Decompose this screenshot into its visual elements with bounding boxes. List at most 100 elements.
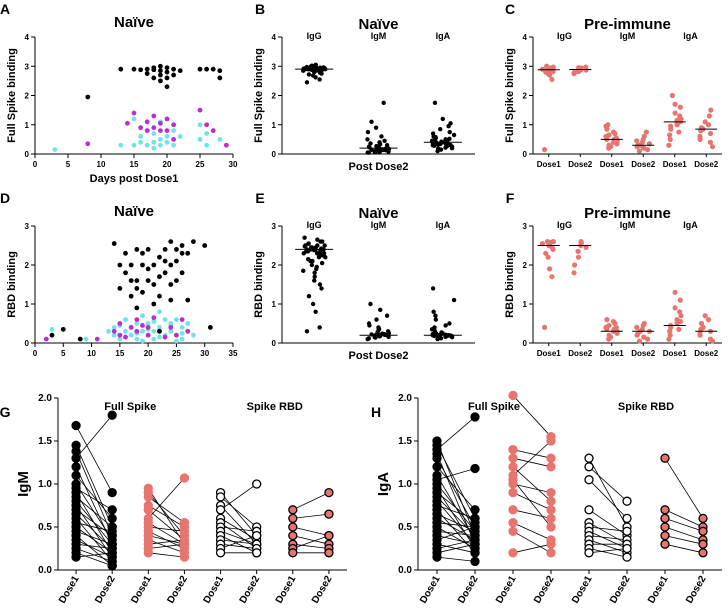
point-igm: [106, 328, 111, 334]
point-igm: [157, 334, 162, 340]
y-tick-label: 2: [523, 92, 528, 101]
pair-line: [588, 466, 628, 502]
point-igg: [138, 67, 144, 73]
pair-line: [292, 535, 330, 545]
x-tick-label: Dose2: [568, 160, 593, 169]
pair-line: [75, 445, 113, 528]
data-point: [302, 244, 307, 249]
dose2-point: [622, 513, 632, 524]
point-igm: [179, 330, 185, 336]
dose1-point: [508, 548, 518, 558]
data-point: [376, 325, 381, 330]
point-igm: [164, 139, 170, 145]
x-tick-label: Dose1: [570, 574, 595, 606]
x-tick-label: Dose1: [663, 160, 688, 169]
point-iga: [117, 332, 123, 338]
data-point: [705, 317, 712, 323]
data-point: [605, 122, 611, 128]
data-point: [702, 313, 708, 319]
point-igm: [204, 142, 210, 148]
point-igm: [138, 139, 144, 145]
dose1-point: [288, 505, 298, 515]
y-tick-label: 0: [523, 339, 528, 348]
y-tick-label: 2: [523, 261, 528, 270]
y-tick-label: 1.0: [38, 479, 52, 490]
group-label: Spike RBD: [247, 401, 303, 413]
data-point: [672, 289, 678, 295]
dose1-point: [215, 505, 226, 515]
pair-line: [436, 526, 476, 541]
data-point: [377, 140, 382, 145]
pair-label: IgG: [557, 220, 572, 230]
pair-line: [148, 477, 185, 519]
group-label: IgG: [307, 220, 322, 230]
point-igg: [123, 270, 128, 276]
x-tick-label: Dose2: [93, 574, 118, 606]
x-tick-label: 10: [97, 160, 106, 169]
point-igg: [164, 69, 170, 75]
data-point: [317, 325, 322, 330]
data-point: [306, 294, 312, 299]
dose1-point: [71, 470, 81, 481]
y-tick-label: 0.0: [398, 565, 412, 576]
pair-line: [588, 479, 628, 519]
point-igg: [174, 247, 179, 252]
x-tick-label: 35: [229, 349, 238, 358]
group-label: Full Spike: [468, 401, 520, 413]
x-tick-label: 20: [163, 160, 172, 169]
point-iga: [164, 116, 170, 122]
x-tick-label: 10: [87, 349, 96, 358]
data-point: [709, 144, 716, 150]
point-iga: [134, 328, 140, 334]
panel-a: A Naïve Full Spike binding Days post Dose1 0…: [0, 1, 238, 185]
point-igg: [168, 239, 174, 245]
data-point: [433, 313, 438, 318]
x-tick-label: Dose1: [202, 574, 227, 606]
y-tick-label: 2.0: [398, 393, 412, 404]
y-tick-label: 3: [25, 62, 30, 71]
point-igm: [111, 332, 117, 338]
dose2-point: [107, 487, 117, 498]
pair-line: [220, 543, 257, 549]
panel-title: Pre-immune: [584, 205, 671, 222]
panel-h: H IgA 0.0 0.5 1.0 1.5 2.0 Dose1 Dose2 Dose1 Dose2 D…: [371, 390, 722, 606]
data-point: [669, 92, 675, 99]
x-tick-label: Dose1: [646, 574, 671, 606]
point-igm: [164, 134, 170, 139]
pair-line: [588, 548, 628, 558]
point-igg: [151, 262, 157, 268]
point-igg: [128, 262, 134, 268]
point-iga: [123, 334, 128, 340]
pair-line: [436, 526, 476, 549]
y-tick-label: 2: [272, 261, 277, 270]
pair-line: [148, 509, 185, 541]
data-point: [550, 239, 556, 245]
y-tick-label: 1: [25, 300, 30, 309]
data-point: [667, 136, 673, 142]
pair-line: [75, 466, 113, 545]
dose2-point: [698, 526, 708, 536]
point-igm: [111, 325, 117, 330]
data-point: [672, 305, 678, 311]
point-igg: [185, 297, 191, 303]
data-point: [544, 63, 550, 69]
dose2-point: [546, 496, 556, 506]
point-igm: [151, 145, 157, 151]
pair-line: [512, 440, 552, 476]
point-igg: [197, 66, 203, 72]
y-tick-label: 4: [25, 33, 30, 42]
pair-line: [436, 505, 476, 519]
panel-label: E: [255, 190, 264, 206]
x-tick-label: 5: [61, 349, 66, 358]
x-tick-label: Dose1: [57, 574, 82, 606]
x-tick-label: Dose1: [129, 574, 154, 606]
point-iga: [131, 110, 137, 116]
point-igm: [157, 325, 162, 330]
y-axis-label: IgA: [375, 472, 392, 496]
data-point: [674, 317, 680, 323]
dose2-point: [622, 526, 632, 536]
group-label: Spike RBD: [618, 401, 674, 413]
data-point: [578, 239, 584, 245]
x-tick-label: Dose2: [310, 574, 335, 606]
data-point: [606, 132, 612, 138]
